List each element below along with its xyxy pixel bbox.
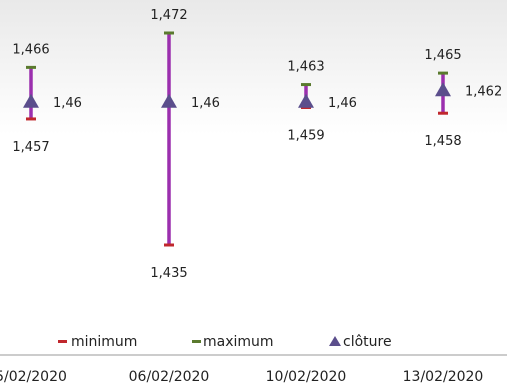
x-tick-label-0: 5/02/2020 (0, 369, 67, 385)
legend-maximum-marker (192, 340, 201, 343)
x-tick-label-2: 10/02/2020 (266, 369, 347, 385)
legend-close-label: clôture (343, 334, 392, 350)
x-tick-label-1: 06/02/2020 (129, 369, 210, 385)
legend-close-marker (329, 336, 341, 346)
minimum-data-label-1: 1,435 (150, 266, 187, 281)
close-data-label-1: 1,46 (191, 96, 220, 111)
legend-minimum-marker (58, 340, 67, 343)
legend-minimum-label: minimum (71, 334, 137, 350)
close-data-label-0: 1,46 (53, 96, 82, 111)
close-data-label-2: 1,46 (328, 96, 357, 111)
close-marker-3 (435, 82, 451, 97)
maximum-data-label-1: 1,472 (150, 8, 187, 23)
minimum-data-label-3: 1,458 (424, 134, 461, 149)
close-data-label-3: 1,462 (465, 84, 502, 99)
maximum-data-label-2: 1,463 (287, 60, 324, 75)
minimum-data-label-0: 1,457 (12, 140, 49, 155)
close-marker-2 (298, 93, 314, 108)
close-marker-1 (161, 93, 177, 108)
maximum-data-label-0: 1,466 (12, 42, 49, 57)
legend: minimum maximum clôture (58, 334, 392, 350)
maximum-data-label-3: 1,465 (424, 48, 461, 63)
close-marker-0 (23, 93, 39, 108)
minimum-data-label-2: 1,459 (287, 128, 324, 143)
x-tick-label-3: 13/02/2020 (403, 369, 484, 385)
legend-maximum-label: maximum (203, 334, 274, 350)
